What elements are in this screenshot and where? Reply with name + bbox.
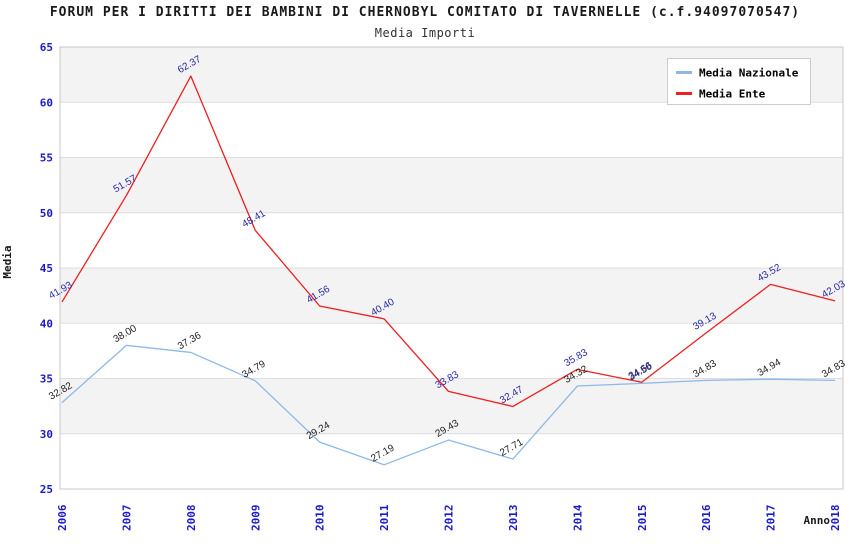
plot-band [60, 323, 843, 379]
y-tick-label: 35 [40, 373, 53, 386]
x-tick-label: 2016 [700, 504, 713, 531]
x-tick-label: 2017 [765, 505, 778, 532]
plot-bands [60, 47, 843, 489]
y-axis-tick-labels: 65 60 55 50 45 40 35 30 25 [40, 41, 53, 496]
x-tick-label: 2008 [185, 505, 198, 532]
x-tick-label: 2011 [378, 504, 391, 531]
x-tick-label: 2012 [443, 505, 456, 532]
plot-band [60, 268, 843, 324]
plot-band [60, 157, 843, 213]
y-tick-label: 55 [40, 152, 53, 165]
x-tick-label: 2015 [636, 505, 649, 532]
plot-border [59, 46, 844, 490]
y-tick-label: 65 [40, 41, 53, 54]
x-tick-label: 2013 [507, 505, 520, 532]
x-tick-label: 2014 [571, 504, 584, 531]
plot-band [60, 433, 843, 489]
legend-label: Media Nazionale [699, 67, 799, 80]
legend-label: Media Ente [699, 88, 766, 101]
y-tick-label: 60 [40, 96, 53, 109]
plot-band [60, 378, 843, 434]
x-tick-label: 2010 [314, 505, 327, 532]
y-tick-label: 50 [40, 207, 53, 220]
x-axis-tick-labels: 2006 2007 2008 2009 2010 2011 2012 2013 2014 2015… [56, 504, 842, 531]
x-axis-title: Anno [804, 514, 831, 527]
x-tick-label: 2006 [56, 504, 69, 531]
chart-subtitle: Media Importi [374, 26, 476, 40]
series-lines [61, 75, 836, 466]
plot-band [60, 212, 843, 268]
series-line-media-ente [61, 75, 836, 408]
plot-band [60, 102, 843, 158]
gridlines [60, 101, 843, 435]
x-tick-label: 2007 [120, 505, 133, 532]
chart-title: FORUM PER I DIRITTI DEI BAMBINI DI CHERN… [49, 5, 801, 20]
legend: Media Nazionale Media Ente [667, 58, 811, 105]
y-tick-label: 40 [40, 317, 53, 330]
y-tick-label: 25 [40, 483, 53, 496]
x-tick-label: 2018 [829, 505, 842, 532]
x-tick-label: 2009 [249, 505, 262, 532]
y-tick-label: 45 [40, 262, 53, 275]
y-tick-label: 30 [40, 428, 53, 441]
y-axis-title: Media [1, 245, 14, 278]
legend-box [667, 58, 811, 105]
series-line-media-nazionale [61, 344, 836, 466]
